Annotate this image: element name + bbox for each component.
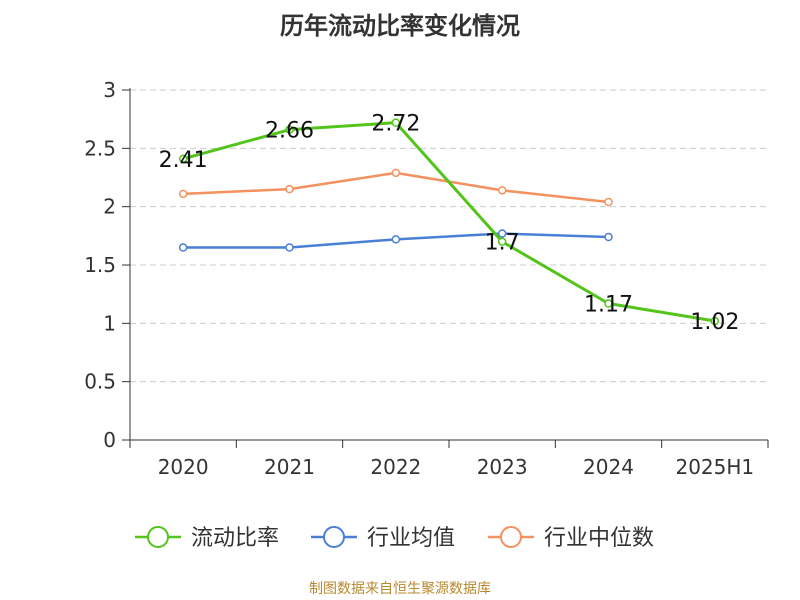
data-point — [497, 186, 507, 195]
data-point — [604, 232, 613, 242]
data-point — [285, 243, 294, 252]
x-tick-label: 2024 — [583, 455, 634, 479]
y-tick-label: 0 — [103, 428, 116, 452]
data-point — [604, 197, 613, 207]
data-point — [178, 189, 188, 199]
legend-item: 流动比率 — [135, 526, 279, 551]
x-tick-label: 2022 — [370, 455, 421, 479]
legend-marker — [323, 526, 345, 548]
data-label: 2.66 — [265, 119, 314, 144]
data-label: 1.02 — [690, 310, 739, 335]
data-point — [497, 237, 507, 246]
data-label: 1.17 — [584, 293, 633, 318]
y-tick-label: 1 — [103, 311, 116, 335]
x-tick-label: 2020 — [158, 455, 209, 479]
legend-marker — [147, 526, 169, 548]
chart-title: 历年流动比率变化情况 — [280, 12, 520, 40]
x-tick-label: 2021 — [264, 455, 315, 479]
y-tick-label: 2.5 — [84, 136, 116, 160]
legend-marker — [500, 526, 522, 548]
series-line-1 — [182, 121, 716, 323]
data-point — [285, 184, 294, 194]
legend-label: 流动比率 — [191, 526, 279, 551]
data-point — [710, 316, 720, 326]
data-point — [178, 243, 188, 252]
source-note: 制图数据来自恒生聚源数据库 — [309, 581, 491, 597]
x-tick-label: 2025H1 — [675, 455, 754, 479]
series-line-3 — [183, 171, 609, 204]
data-label: 2.41 — [159, 148, 208, 173]
legend-item: 行业中位数 — [488, 526, 654, 551]
x-tick-label: 2023 — [477, 455, 528, 479]
data-point — [391, 235, 401, 244]
y-tick-label: 1.5 — [84, 253, 116, 277]
data-label: 2.72 — [371, 112, 420, 137]
y-tick-label: 0.5 — [84, 370, 116, 394]
legend-item: 行业均值 — [311, 526, 455, 551]
data-point — [391, 168, 401, 178]
data-point — [604, 299, 613, 308]
data-label: 1.7 — [485, 231, 520, 256]
data-point — [178, 154, 188, 164]
data-point — [497, 229, 507, 238]
legend-label: 行业均值 — [367, 526, 455, 551]
data-point — [285, 125, 294, 134]
y-tick-label: 3 — [103, 78, 116, 102]
legend-label: 行业中位数 — [544, 526, 654, 551]
data-point — [391, 118, 401, 127]
y-tick-label: 2 — [103, 195, 116, 219]
